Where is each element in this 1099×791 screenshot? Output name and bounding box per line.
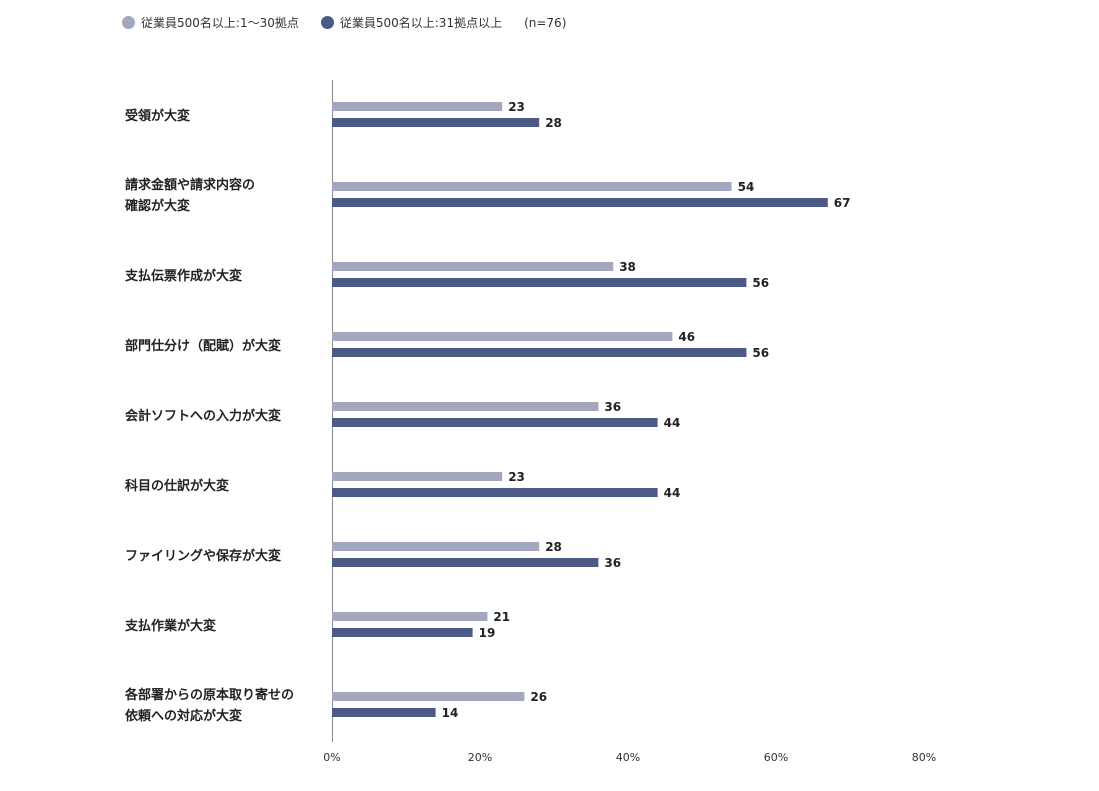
value-label: 19 bbox=[479, 626, 496, 640]
bar-dark bbox=[332, 708, 436, 717]
legend-item-1-30-sites: 従業員500名以上:1～30拠点 bbox=[122, 14, 299, 31]
value-label: 36 bbox=[604, 400, 621, 414]
bar-dark bbox=[332, 198, 828, 207]
bar-light bbox=[332, 402, 599, 411]
value-label: 36 bbox=[604, 556, 621, 570]
bar-light bbox=[332, 262, 614, 271]
value-label: 56 bbox=[752, 346, 769, 360]
legend-swatch-dark bbox=[320, 16, 334, 29]
category-label: 請求金額や請求内容の 確認が大変 bbox=[125, 178, 256, 214]
x-tick-label: 60% bbox=[764, 751, 788, 764]
category-label: ファイリングや保存が大変 bbox=[125, 548, 282, 564]
value-label: 38 bbox=[619, 260, 636, 274]
sample-size-note: (n=76) bbox=[524, 15, 567, 30]
value-label: 46 bbox=[678, 330, 695, 344]
bar-dark bbox=[332, 558, 599, 567]
legend-label: 従業員500名以上:1～30拠点 bbox=[141, 16, 299, 30]
bar-light bbox=[332, 472, 503, 481]
category-label: 受領が大変 bbox=[125, 108, 191, 124]
legend: 従業員500名以上:1～30拠点 従業員500名以上:31拠点以上 (n=76) bbox=[122, 14, 566, 31]
value-label: 28 bbox=[545, 540, 562, 554]
category-label: 各部署からの原本取り寄せの 依頼への対応が大変 bbox=[125, 688, 295, 724]
x-tick-label: 80% bbox=[912, 751, 936, 764]
bar-dark bbox=[332, 118, 540, 127]
bar-light bbox=[332, 102, 503, 111]
bar-dark bbox=[332, 628, 473, 637]
legend-swatch-light bbox=[122, 16, 135, 29]
bar-light bbox=[332, 692, 525, 701]
value-label: 23 bbox=[508, 100, 525, 114]
value-label: 26 bbox=[530, 690, 547, 704]
value-label: 28 bbox=[545, 116, 562, 130]
value-label: 54 bbox=[738, 180, 755, 194]
category-label: 支払作業が大変 bbox=[125, 618, 217, 634]
category-label: 会計ソフトへの入力が大変 bbox=[125, 408, 282, 424]
category-label: 支払伝票作成が大変 bbox=[125, 268, 243, 284]
category-label: 科目の仕訳が大変 bbox=[125, 478, 230, 494]
value-label: 56 bbox=[752, 276, 769, 290]
legend-label: 従業員500名以上:31拠点以上 bbox=[339, 16, 503, 30]
legend-item-31-plus-sites: 従業員500名以上:31拠点以上 bbox=[320, 14, 503, 31]
x-tick-label: 20% bbox=[468, 751, 492, 764]
bar-dark bbox=[332, 418, 658, 427]
value-label: 67 bbox=[834, 196, 851, 210]
x-tick-label: 40% bbox=[616, 751, 640, 764]
category-label: 部門仕分け（配賦）が大変 bbox=[125, 338, 282, 354]
x-tick-label: 0% bbox=[323, 751, 340, 764]
value-label: 44 bbox=[664, 486, 681, 500]
value-label: 23 bbox=[508, 470, 525, 484]
value-label: 44 bbox=[664, 416, 681, 430]
bar-light bbox=[332, 542, 540, 551]
bar-light bbox=[332, 332, 673, 341]
bar-dark bbox=[332, 488, 658, 497]
value-label: 21 bbox=[493, 610, 510, 624]
bar-light bbox=[332, 612, 488, 621]
bar-light bbox=[332, 182, 732, 191]
bar-dark bbox=[332, 348, 747, 357]
value-label: 14 bbox=[442, 706, 459, 720]
bar-dark bbox=[332, 278, 747, 287]
